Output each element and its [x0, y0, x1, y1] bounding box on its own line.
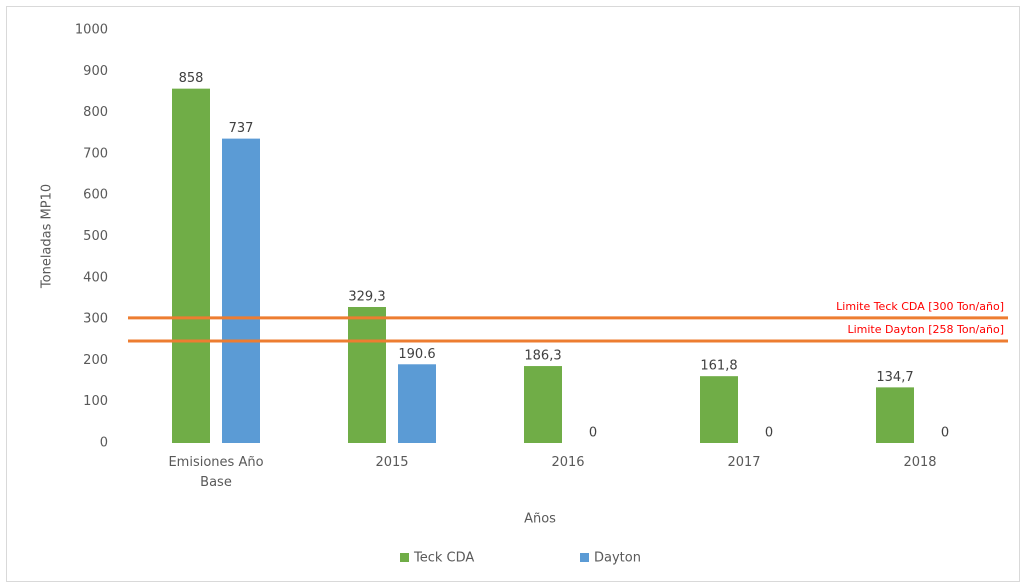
data-label: 190.6 [398, 347, 435, 362]
data-label: 737 [229, 121, 254, 136]
y-tick-label: 900 [83, 64, 108, 79]
y-tick-label: 300 [83, 312, 108, 327]
x-tick-label: 2016 [551, 455, 585, 470]
legend-label: Dayton [594, 551, 641, 566]
bar [172, 88, 210, 444]
data-label: 858 [179, 71, 204, 86]
legend-swatch [400, 553, 409, 562]
x-tick-label: 2018 [903, 455, 937, 470]
data-label: 0 [941, 426, 949, 441]
bar [398, 364, 436, 443]
y-tick-label: 1000 [75, 23, 108, 38]
data-label: 134,7 [876, 370, 913, 385]
data-label: 0 [589, 426, 597, 441]
chart-border [6, 6, 1020, 582]
bar [348, 306, 386, 443]
y-tick-label: 400 [83, 270, 108, 285]
y-tick-label: 200 [83, 353, 108, 368]
y-tick-label: 100 [83, 394, 108, 409]
y-tick-label: 700 [83, 146, 108, 161]
data-label: 329,3 [348, 289, 385, 304]
y-tick-label: 0 [100, 436, 108, 451]
y-axis-title: Toneladas MP10 [40, 184, 55, 289]
reference-label: Limite Dayton [258 Ton/año] [847, 323, 1004, 336]
x-tick-label: 2017 [727, 455, 761, 470]
data-label: 186,3 [524, 349, 561, 364]
y-tick-label: 500 [83, 229, 108, 244]
reference-label: Limite Teck CDA [300 Ton/año] [836, 300, 1004, 313]
data-label: 0 [765, 426, 773, 441]
data-label: 161,8 [700, 359, 737, 374]
bar [222, 138, 260, 443]
x-tick-label: Emisiones Año Base [168, 455, 264, 490]
y-tick-label: 600 [83, 188, 108, 203]
bar [700, 376, 738, 443]
legend-label: Teck CDA [413, 551, 474, 566]
bar [876, 387, 914, 443]
legend-swatch [580, 553, 589, 562]
bar [524, 366, 562, 443]
y-tick-label: 800 [83, 105, 108, 120]
x-axis-title: Años [524, 512, 556, 527]
x-tick-label: 2015 [375, 455, 409, 470]
